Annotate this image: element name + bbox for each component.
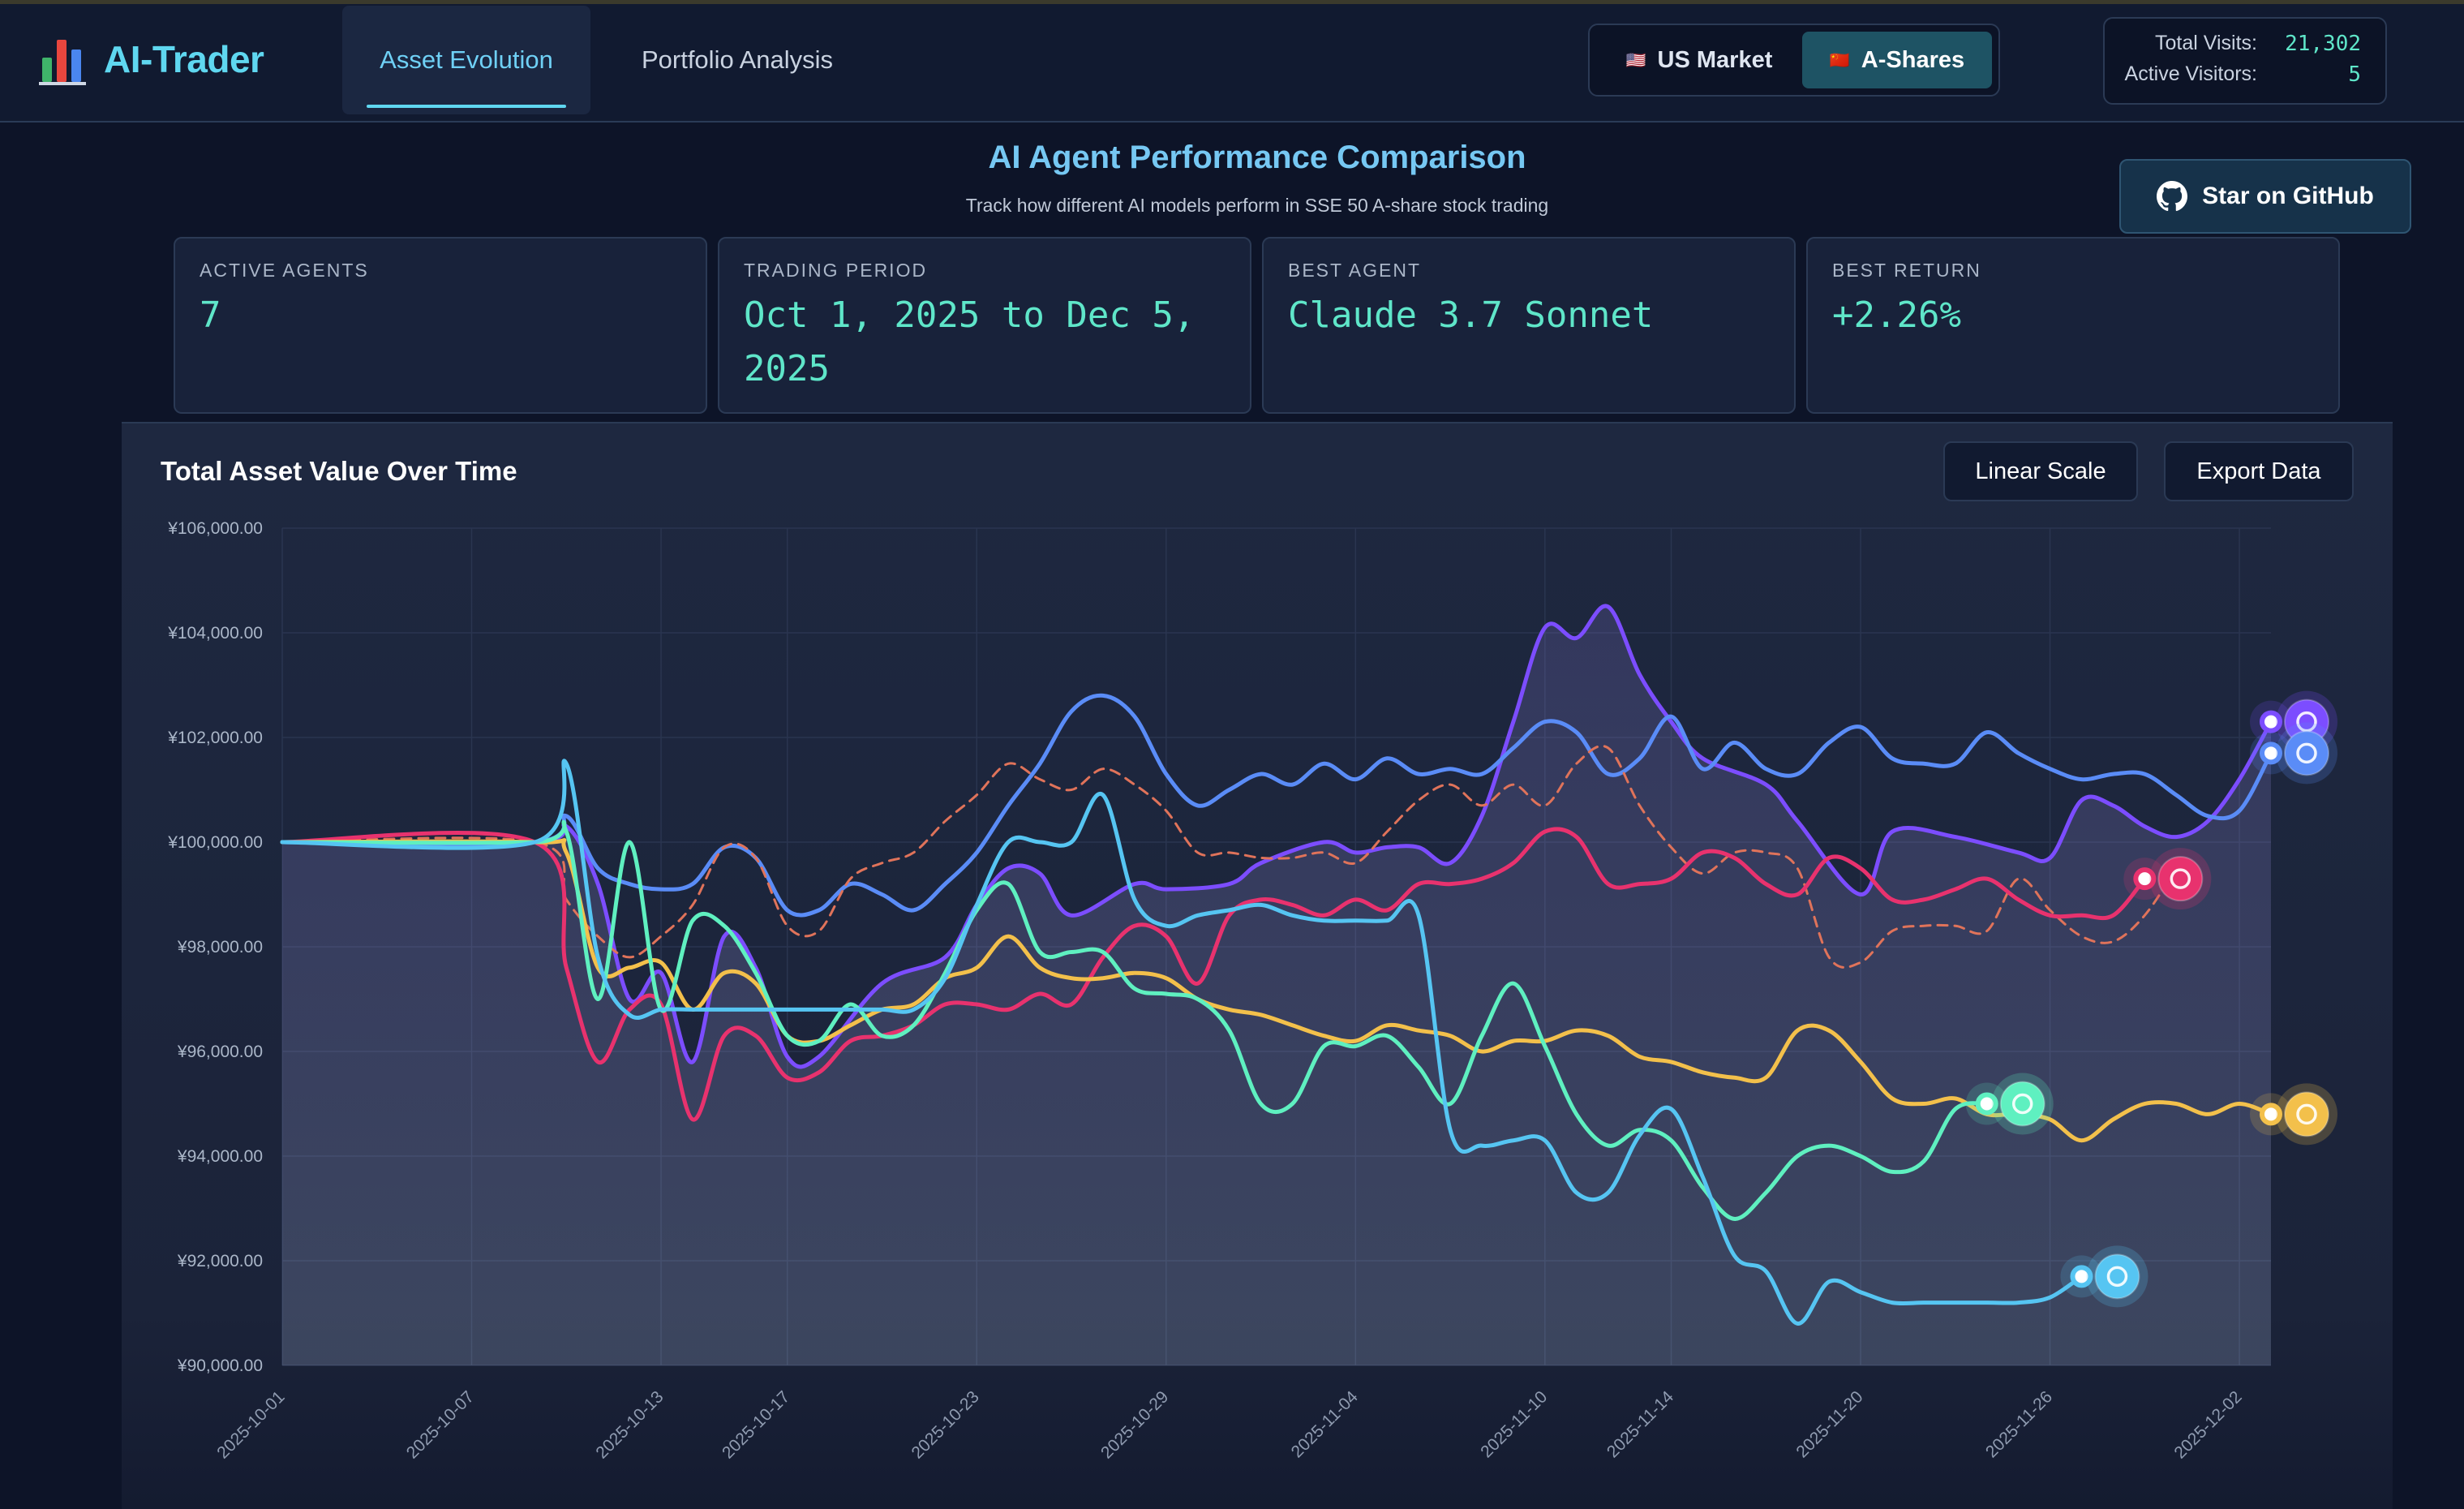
end-point-dot[interactable] <box>2133 867 2157 891</box>
x-tick-label: 2025-10-23 <box>908 1387 983 1462</box>
app-title: AI-Trader <box>104 38 264 80</box>
chart-icon[interactable] <box>2284 730 2329 776</box>
a-shares-button[interactable]: 🇨🇳 A-Shares <box>1802 32 1992 88</box>
end-point-dot[interactable] <box>2260 742 2282 765</box>
x-tick-label: 2025-11-10 <box>1477 1387 1551 1461</box>
stat-label: BEST RETURN <box>1832 260 1981 281</box>
x-tick-label: 2025-10-17 <box>719 1387 793 1462</box>
y-tick-label: ¥106,000.00 <box>167 519 263 538</box>
stat-value: +2.26% <box>1832 294 1961 336</box>
star-on-github-button[interactable]: Star on GitHub <box>2119 159 2411 234</box>
us-flag-icon: 🇺🇸 <box>1625 51 1646 70</box>
series-line[interactable] <box>280 838 2273 1143</box>
robot-icon[interactable] <box>1999 1081 2045 1127</box>
linear-scale-button[interactable]: Linear Scale <box>1943 441 2138 501</box>
y-tick-label: ¥92,000.00 <box>177 1252 263 1270</box>
series-line[interactable] <box>280 604 2273 1069</box>
tab-label: Portfolio Analysis <box>641 45 834 74</box>
export-data-button[interactable]: Export Data <box>2164 441 2354 501</box>
y-tick-label: ¥90,000.00 <box>177 1356 263 1375</box>
x-tick-label: 2025-11-04 <box>1288 1387 1362 1461</box>
y-tick-label: ¥100,000.00 <box>167 833 263 852</box>
series-area-fill <box>282 605 2271 1365</box>
active-visitors-label: Active Visitors: <box>2124 62 2257 85</box>
y-tick-label: ¥98,000.00 <box>177 938 263 957</box>
series-lines <box>280 604 2273 1326</box>
series-line[interactable] <box>280 693 2273 918</box>
stat-card-trading-period: TRADING PERIOD Oct 1, 2025 to Dec 5, 202… <box>718 237 1251 414</box>
market-label: US Market <box>1657 46 1773 73</box>
x-tick-label: 2025-10-13 <box>592 1387 667 1462</box>
stat-label: ACTIVE AGENTS <box>200 260 369 281</box>
page-subtitle: Track how different AI models perform in… <box>965 195 1549 216</box>
total-visits-label: Total Visits: <box>2155 32 2257 54</box>
end-point-dot[interactable] <box>2260 1103 2282 1126</box>
active-visitors-value: 5 <box>2348 62 2361 87</box>
end-point-dot[interactable] <box>2070 1265 2093 1288</box>
market-label: A-Shares <box>1861 46 1965 73</box>
tab-portfolio-analysis[interactable]: Portfolio Analysis <box>613 6 861 114</box>
chart-panel: Total Asset Value Over Time Linear Scale… <box>122 422 2393 1509</box>
export-button-label: Export Data <box>2196 458 2321 484</box>
series-end-markers <box>1965 690 2337 1308</box>
chart-title: Total Asset Value Over Time <box>161 456 517 486</box>
x-tick-label: 2025-11-20 <box>1792 1387 1866 1461</box>
stat-value: 7 <box>200 294 221 336</box>
tab-label: Asset Evolution <box>380 45 553 74</box>
end-point-dot[interactable] <box>2260 710 2282 733</box>
y-tick-label: ¥94,000.00 <box>177 1147 263 1166</box>
y-tick-label: ¥104,000.00 <box>167 624 263 643</box>
stat-card-best-return: BEST RETURN +2.26% <box>1806 237 2340 414</box>
us-market-button[interactable]: 🇺🇸 US Market <box>1598 32 1801 88</box>
x-tick-label: 2025-10-01 <box>213 1387 288 1462</box>
visits-counter: Total Visits: 21,302 Active Visitors: 5 <box>2103 17 2387 105</box>
series-line[interactable] <box>280 759 2084 1326</box>
stat-label: TRADING PERIOD <box>744 260 928 281</box>
stat-card-active-agents: ACTIVE AGENTS 7 <box>174 237 707 414</box>
tab-asset-evolution[interactable]: Asset Evolution <box>342 6 590 114</box>
sparkle-icon[interactable] <box>2284 699 2329 745</box>
app-logo[interactable]: AI-Trader <box>39 33 264 85</box>
top-navbar: AI-Trader Asset Evolution Portfolio Anal… <box>0 4 2464 123</box>
cn-flag-icon: 🇨🇳 <box>1829 51 1850 70</box>
stat-label: BEST AGENT <box>1288 260 1422 281</box>
trend-icon[interactable] <box>2157 856 2204 902</box>
stat-value: Oct 1, 2025 to Dec 5, 2025 <box>744 294 1196 389</box>
series-line[interactable] <box>281 745 2178 969</box>
total-visits-value: 21,302 <box>2285 32 2361 56</box>
end-point-dot[interactable] <box>1975 1092 1998 1116</box>
x-tick-label: 2025-10-29 <box>1097 1387 1172 1462</box>
series-line[interactable] <box>280 819 1990 1221</box>
y-tick-label: ¥102,000.00 <box>167 729 263 747</box>
github-button-label: Star on GitHub <box>2202 183 2374 209</box>
stat-value: Claude 3.7 Sonnet <box>1288 294 1654 336</box>
openai-icon[interactable] <box>2284 1091 2329 1137</box>
top-stripe <box>0 0 2464 4</box>
stat-card-best-agent: BEST AGENT Claude 3.7 Sonnet <box>1262 237 1796 414</box>
y-tick-label: ¥96,000.00 <box>177 1043 263 1061</box>
x-tick-label: 2025-10-07 <box>403 1387 478 1462</box>
market-switch: 🇺🇸 US Market 🇨🇳 A-Shares <box>1588 24 2000 97</box>
x-tick-label: 2025-11-26 <box>1982 1387 2056 1461</box>
asset-value-chart[interactable]: ¥106,000.00 ¥104,000.00 ¥102,000.00 ¥100,00… <box>122 423 2393 1509</box>
x-tick-label: 2025-12-02 <box>2170 1387 2245 1462</box>
x-tick-label: 2025-11-14 <box>1603 1387 1677 1461</box>
series-line[interactable] <box>280 827 2147 1122</box>
bar-chart-icon <box>39 33 86 85</box>
github-icon <box>2157 181 2188 212</box>
google-icon[interactable] <box>2094 1253 2140 1300</box>
page-title: AI Agent Performance Comparison <box>988 140 1526 175</box>
scale-button-label: Linear Scale <box>1975 458 2106 484</box>
